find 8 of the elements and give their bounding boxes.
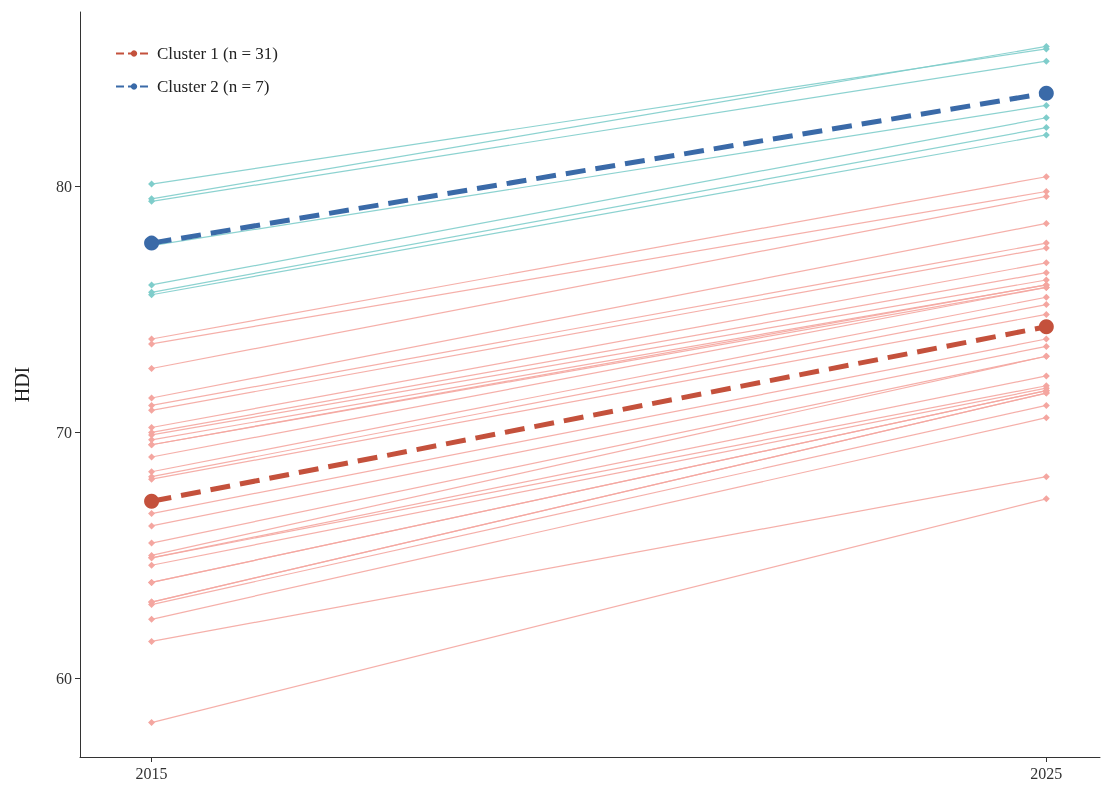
y-tick-label: 60: [56, 669, 72, 687]
y-tick-label: 70: [56, 423, 72, 441]
x-tick-label: 2025: [1030, 764, 1063, 782]
y-axis-title: HDI: [11, 366, 33, 403]
legend-label: Cluster 1 (n = 31): [157, 44, 279, 63]
x-tick-label: 2015: [135, 764, 168, 782]
y-tick-label: 80: [56, 178, 72, 196]
legend-label: Cluster 2 (n = 7): [157, 77, 270, 96]
